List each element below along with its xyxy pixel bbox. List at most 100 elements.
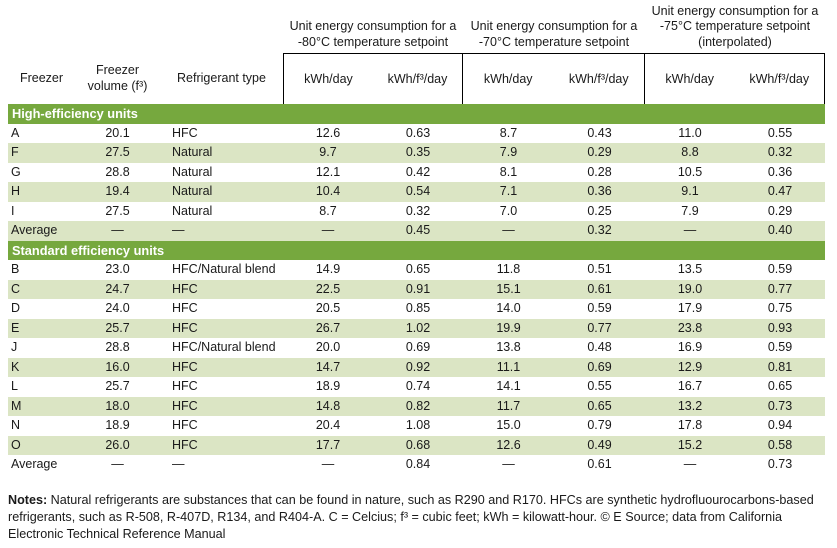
row-label: L — [11, 379, 18, 393]
cell: 0.29 — [767, 203, 793, 218]
cell: 1.08 — [405, 418, 431, 432]
cell: — — [283, 221, 373, 241]
cell: 8.1 — [499, 164, 518, 179]
cell: 0.61 — [587, 457, 612, 471]
cell: 1.02 — [373, 318, 463, 338]
cell: 9.1 — [645, 182, 735, 202]
row-label: M — [8, 396, 75, 416]
cell: — — [645, 221, 735, 241]
cell: 0.25 — [587, 203, 612, 218]
cell: 0.36 — [767, 164, 793, 179]
cell: HFC — [160, 279, 283, 299]
cell: 28.8 — [105, 164, 130, 179]
cell: 0.29 — [554, 143, 645, 163]
cell: 8.7 — [499, 125, 518, 140]
cell: 18.9 — [315, 379, 341, 393]
cell: 0.61 — [554, 279, 645, 299]
cell: 8.7 — [319, 203, 337, 218]
cell: 14.8 — [283, 396, 373, 416]
cell: 19.9 — [463, 318, 554, 338]
cell: 7.0 — [499, 203, 518, 218]
cell: 0.63 — [405, 125, 431, 140]
column-header-freezer-volume: Freezer volume (f³) — [87, 63, 148, 93]
cell: 0.81 — [735, 357, 825, 377]
cell: 19.0 — [645, 279, 735, 299]
row-label: I — [11, 203, 15, 218]
cell: 0.42 — [405, 164, 431, 179]
cell: 20.4 — [315, 418, 341, 432]
cell: 24.0 — [105, 301, 130, 315]
cell: 0.84 — [405, 457, 431, 471]
subheader-box-minus75: kWh/day kWh/f³/day — [645, 53, 825, 104]
cell: 0.73 — [735, 396, 825, 416]
cell: 19.4 — [75, 182, 160, 202]
cell: 0.93 — [735, 318, 825, 338]
section-header-bar: High-efficiency units — [8, 104, 825, 124]
row-label: D — [11, 301, 21, 315]
cell: 0.94 — [767, 418, 793, 432]
cell: 0.55 — [767, 125, 793, 140]
cell: 11.8 — [496, 262, 521, 276]
cell: 14.7 — [283, 357, 373, 377]
cell: 17.7 — [283, 435, 373, 455]
cell: 0.48 — [587, 340, 612, 354]
cell: 12.9 — [645, 357, 735, 377]
cell: 0.68 — [373, 435, 463, 455]
cell: 20.0 — [315, 340, 341, 354]
cell: 0.32 — [735, 143, 825, 163]
cell: 7.9 — [463, 143, 554, 163]
cell: 0.65 — [405, 262, 431, 276]
cell: 0.40 — [735, 221, 825, 241]
freezer-energy-table: Unit energy consumption for a -80°C temp… — [8, 3, 825, 475]
cell: 0.77 — [735, 279, 825, 299]
cell: 13.8 — [496, 340, 521, 354]
subheader-box-minus80: kWh/day kWh/f³/day — [283, 53, 463, 104]
cell: 0.92 — [373, 357, 463, 377]
cell: 22.5 — [283, 279, 373, 299]
table-notes: Notes: Natural refrigerants are substanc… — [8, 492, 830, 543]
cell: — — [75, 221, 160, 241]
cell: 12.6 — [463, 435, 554, 455]
cell: 18.0 — [75, 396, 160, 416]
cell: Natural — [160, 182, 283, 202]
cell: 0.82 — [373, 396, 463, 416]
cell: 23.0 — [105, 262, 130, 276]
cell: 12.1 — [315, 164, 341, 179]
cell: 0.43 — [587, 125, 612, 140]
cell: 0.36 — [554, 182, 645, 202]
cell: 27.5 — [75, 143, 160, 163]
cell: 24.7 — [75, 279, 160, 299]
cell: HFC — [160, 435, 283, 455]
cell: — — [111, 457, 124, 471]
cell: 0.35 — [373, 143, 463, 163]
cell: — — [502, 457, 515, 471]
cell: 20.1 — [105, 125, 130, 140]
cell: 0.32 — [405, 203, 431, 218]
cell: 7.9 — [681, 203, 699, 218]
column-header-kwh-f3-day-70: kWh/f³/day — [568, 72, 629, 86]
cell: 0.47 — [735, 182, 825, 202]
cell: 0.65 — [767, 379, 793, 393]
table-grid: Unit energy consumption for a -80°C temp… — [8, 3, 825, 475]
cell: 28.8 — [105, 340, 130, 354]
cell: Natural — [172, 164, 213, 179]
cell: 26.0 — [75, 435, 160, 455]
cell: 12.6 — [315, 125, 341, 140]
cell: HFC — [172, 379, 198, 393]
row-label: Average — [11, 457, 58, 471]
cell: 11.0 — [678, 125, 702, 140]
cell: 11.7 — [463, 396, 554, 416]
cell: 0.75 — [767, 301, 793, 315]
cell: — — [160, 221, 283, 241]
cell: 0.73 — [767, 457, 793, 471]
cell: 15.0 — [496, 418, 521, 432]
cell: 0.51 — [587, 262, 612, 276]
column-header-kwh-f3-day-75: kWh/f³/day — [749, 72, 810, 86]
column-group-title-minus75-interpolated: Unit energy consumption for a -75°C temp… — [651, 3, 819, 49]
cell: 17.9 — [677, 301, 703, 315]
cell: 20.5 — [315, 301, 341, 315]
cell: 11.1 — [463, 357, 554, 377]
row-label: J — [11, 340, 18, 354]
cell: 15.2 — [645, 435, 735, 455]
row-label: F — [8, 143, 75, 163]
